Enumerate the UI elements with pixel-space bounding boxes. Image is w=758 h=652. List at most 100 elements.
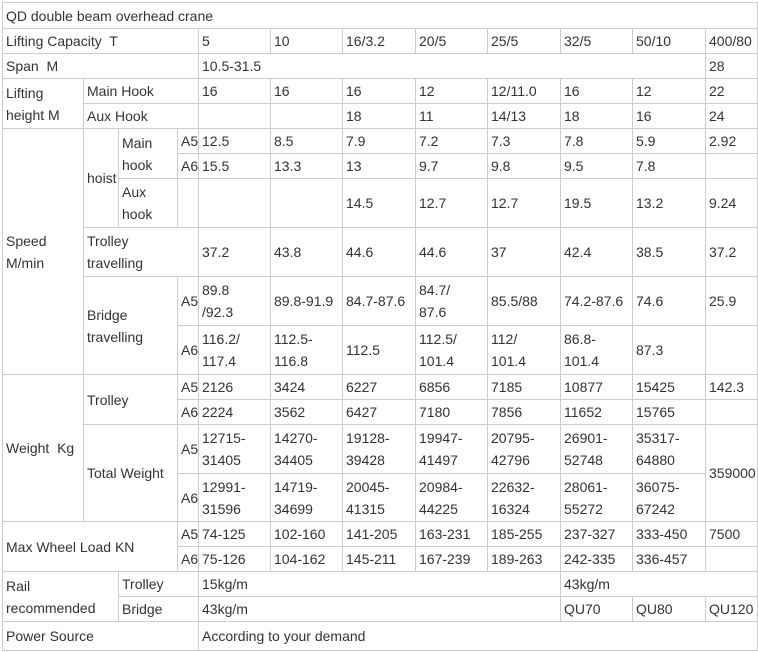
total-weight-a5-value: 26901- 52748 [560,424,633,474]
max-wheel-a5-value: 7500 [704,521,758,547]
max-wheel-a6-value [704,546,758,572]
speed-bridge-a5-value: 74.2-87.6 [560,276,633,326]
total-weight-label: Total Weight [83,424,178,522]
aux-hook-height-value: 16 [632,103,706,129]
speed-aux-value: 19.5 [560,178,633,228]
speed-main-a5-value: 2.92 [704,128,758,154]
grade-a6-label: A6 [177,153,199,179]
weight-trolley-a6-value: 11652 [560,399,633,425]
max-wheel-a5-value: 141-205 [342,521,416,547]
total-weight-last-value: 359000 [704,424,758,522]
weight-trolley-a6-value: 3562 [270,399,343,425]
rail-qu-value: QU120 [704,596,758,622]
grade-a5-label: A5 [177,276,199,326]
span-value-last: 28 [704,53,758,79]
total-weight-a5-value: 19947- 41497 [415,424,488,474]
aux-hook-height-value: 18 [342,103,416,129]
span-label: Span M [2,53,199,79]
speed-aux-value: 12.7 [487,178,561,228]
capacity-value: 25/5 [487,28,561,54]
max-wheel-a6-value: 145-211 [342,546,416,572]
weight-trolley-a6-value: 2224 [198,399,271,425]
aux-hook-height-value [198,103,271,129]
capacity-value: 20/5 [415,28,488,54]
speed-aux-value [198,178,271,228]
weight-trolley-a5-value: 15425 [632,374,706,400]
speed-bridge-a6-value: 112.5 [342,325,416,375]
main-hook-height-value: 16 [560,78,633,104]
weight-trolley-a6-value: 7180 [415,399,488,425]
capacity-value: 5 [198,28,271,54]
aux-hook-height-value [270,103,343,129]
speed-aux-value: 14.5 [342,178,416,228]
capacity-value: 10 [270,28,343,54]
speed-trolley-value: 37.2 [704,227,758,277]
speed-aux-value: 12.7 [415,178,488,228]
grade-a5-label: A5 [177,374,199,400]
total-weight-a5-value: 12715- 31405 [198,424,271,474]
max-wheel-a5-value: 333-450 [632,521,706,547]
rail-qu-value: QU80 [632,596,706,622]
aux-hook-label: Aux Hook [83,103,199,129]
rail-bridge-label: Bridge [118,596,199,622]
speed-bridge-a6-value: 112.5/ 101.4 [415,325,488,375]
speed-aux-value [270,178,343,228]
speed-trolley-value: 37.2 [198,227,271,277]
aux-hook-height-value: 14/13 [487,103,561,129]
speed-main-hook-label: Main hook [118,128,178,179]
speed-main-a5-value: 7.9 [342,128,416,154]
speed-bridge-a6-value: 87.3 [632,325,706,375]
rail-qu-value: QU70 [560,596,633,622]
weight-trolley-a6-value: 15765 [632,399,706,425]
total-weight-a6-value: 12991- 31596 [198,473,271,522]
max-wheel-a6-value: 336-457 [632,546,706,572]
speed-main-a5-value: 5.9 [632,128,706,154]
max-wheel-a5-value: 163-231 [415,521,488,547]
weight-label: Weight Kg [2,374,84,522]
speed-bridge-a6-value [704,325,758,375]
speed-trolley-value: 44.6 [415,227,488,277]
speed-main-a6-value: 13.3 [270,153,343,179]
main-hook-height-value: 16 [342,78,416,104]
max-wheel-a6-value: 242-335 [560,546,633,572]
max-wheel-a5-value: 185-255 [487,521,561,547]
speed-trolley-value: 38.5 [632,227,706,277]
speed-main-a6-value: 15.5 [198,153,271,179]
speed-main-a6-value: 9.5 [560,153,633,179]
grade-a6-label: A6 [177,473,199,522]
rail-trolley-value: 15kg/m [198,571,561,597]
grade-empty-cell [177,178,199,228]
grade-a6-label: A6 [177,399,199,425]
lifting-height-label: Lifting height M [2,78,84,129]
total-weight-a6-value: 20045- 41315 [342,473,416,522]
main-hook-height-value: 16 [198,78,271,104]
total-weight-a6-value: 22632- 16324 [487,473,561,522]
speed-label: Speed M/min [2,128,84,375]
total-weight-a5-value: 20795- 42796 [487,424,561,474]
aux-hook-height-value: 11 [415,103,488,129]
max-wheel-a5-value: 102-160 [270,521,343,547]
main-hook-height-value: 12 [415,78,488,104]
grade-a5-label: A5 [177,521,199,547]
weight-trolley-a5-value: 6227 [342,374,416,400]
total-weight-a5-value: 35317- 64880 [632,424,706,474]
weight-trolley-a5-value: 142.3 [704,374,758,400]
rail-trolley-value2: 43kg/m [559,571,758,597]
capacity-value: 50/10 [632,28,706,54]
speed-trolley-value: 43.8 [270,227,343,277]
speed-trolley-value: 37 [487,227,561,277]
main-hook-height-value: 16 [270,78,343,104]
total-weight-a6-value: 36075- 67242 [632,473,706,522]
power-source-label: Power Source [2,621,199,651]
speed-bridge-a5-value: 85.5/88 [487,276,561,326]
speed-bridge-a5-value: 74.6 [632,276,706,326]
speed-main-a5-value: 7.3 [487,128,561,154]
speed-aux-hook-label: Aux hook [118,178,178,228]
rail-bridge-value: 43kg/m [198,596,561,622]
total-weight-a6-value: 20984- 44225 [415,473,488,522]
capacity-value: 32/5 [560,28,633,54]
total-weight-a5-value: 19128- 39428 [342,424,416,474]
total-weight-a6-value: 28061- 55272 [560,473,633,522]
